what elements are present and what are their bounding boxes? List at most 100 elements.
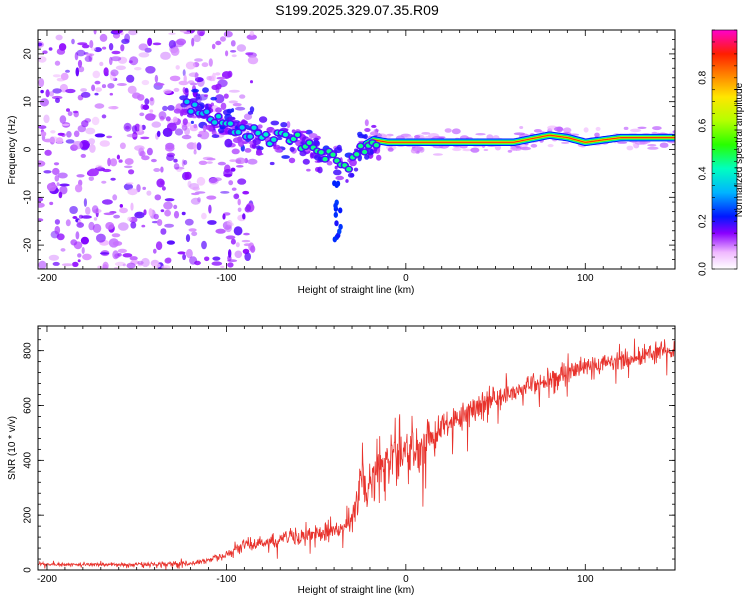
noise-blob (154, 194, 162, 201)
noise-blob (237, 207, 242, 213)
noise-blob (88, 221, 95, 231)
noise-blob (75, 67, 80, 77)
noise-blob (181, 134, 192, 140)
ridge-blob (342, 163, 348, 168)
noise-blob (630, 128, 642, 133)
noise-blob (155, 241, 163, 251)
noise-blob (196, 176, 206, 186)
noise-blob (145, 66, 156, 74)
noise-blob (156, 178, 165, 188)
noise-blob (77, 259, 81, 263)
noise-blob (170, 46, 180, 56)
noise-blob (371, 124, 377, 128)
ridge-blob (330, 152, 336, 157)
noise-blob (232, 137, 242, 144)
noise-blob (52, 74, 61, 78)
noise-blob (438, 136, 446, 139)
noise-blob (626, 145, 634, 151)
noise-blob (188, 228, 197, 232)
noise-blob (117, 222, 129, 231)
noise-blob (112, 241, 123, 246)
noise-blob (164, 209, 172, 217)
noise-blob (55, 137, 64, 145)
noise-blob (269, 161, 275, 166)
noise-blob (243, 232, 250, 236)
noise-blob (38, 260, 47, 269)
noise-blob (73, 130, 80, 138)
noise-blob (145, 113, 156, 121)
noise-blob (153, 168, 161, 172)
noise-blob (376, 154, 382, 161)
noise-blob (38, 218, 44, 222)
colorbar-tick-label: 0.2 (698, 214, 709, 228)
noise-blob (198, 160, 208, 165)
noise-blob (247, 158, 258, 165)
noise-blob (40, 89, 44, 94)
noise-blob (95, 164, 103, 169)
noise-blob (214, 94, 225, 104)
noise-blob (112, 250, 119, 260)
noise-blob (76, 49, 86, 57)
noise-blob (141, 257, 150, 268)
noise-blob (93, 217, 98, 221)
noise-blob (163, 201, 173, 210)
noise-blob (136, 94, 145, 101)
noise-blob (124, 158, 134, 165)
noise-blob (146, 147, 153, 156)
noise-blob (165, 257, 172, 263)
noise-blob (50, 130, 56, 134)
noise-blob (373, 129, 380, 132)
noise-blob (247, 111, 254, 115)
noise-blob (195, 96, 201, 100)
noise-blob (134, 67, 142, 71)
noise-blob (247, 56, 259, 65)
noise-blob (215, 107, 222, 113)
noise-blob (617, 141, 628, 144)
noise-blob (191, 231, 198, 237)
y-tick-label: 10 (23, 96, 34, 108)
noise-blob (173, 204, 178, 210)
noise-blob (56, 182, 60, 187)
noise-blob (201, 62, 209, 68)
noise-blob (637, 126, 647, 129)
x-tick-label: -100 (216, 273, 236, 284)
noise-blob (227, 262, 234, 268)
noise-blob (190, 120, 194, 124)
noise-blob (230, 167, 236, 172)
noise-blob (675, 141, 681, 146)
ridge-blob (184, 99, 190, 105)
noise-blob (210, 96, 217, 101)
noise-blob (196, 93, 201, 97)
noise-blob (94, 80, 101, 85)
noise-blob (199, 31, 205, 37)
noise-blob (215, 83, 222, 90)
noise-blob (335, 175, 345, 181)
noise-blob (182, 69, 186, 77)
noise-blob (414, 135, 421, 139)
noise-blob (51, 95, 63, 100)
snr-series-line (38, 338, 675, 570)
noise-blob (173, 210, 180, 219)
noise-blob (92, 223, 102, 233)
noise-blob (80, 88, 87, 92)
noise-blob (220, 102, 227, 111)
noise-blob (155, 83, 165, 86)
noise-blob (353, 167, 359, 172)
noise-blob (48, 254, 60, 261)
noise-blob (212, 256, 221, 261)
noise-blob (65, 219, 71, 227)
noise-blob (595, 126, 601, 131)
noise-blob (421, 132, 431, 135)
noise-blob (257, 124, 263, 129)
noise-blob (45, 89, 50, 98)
noise-blob (94, 92, 99, 96)
noise-blob (228, 180, 234, 186)
noise-blob (175, 65, 180, 70)
noise-blob (108, 106, 119, 110)
noise-blob (187, 80, 195, 84)
noise-blob (227, 70, 233, 78)
noise-blob (60, 248, 66, 252)
